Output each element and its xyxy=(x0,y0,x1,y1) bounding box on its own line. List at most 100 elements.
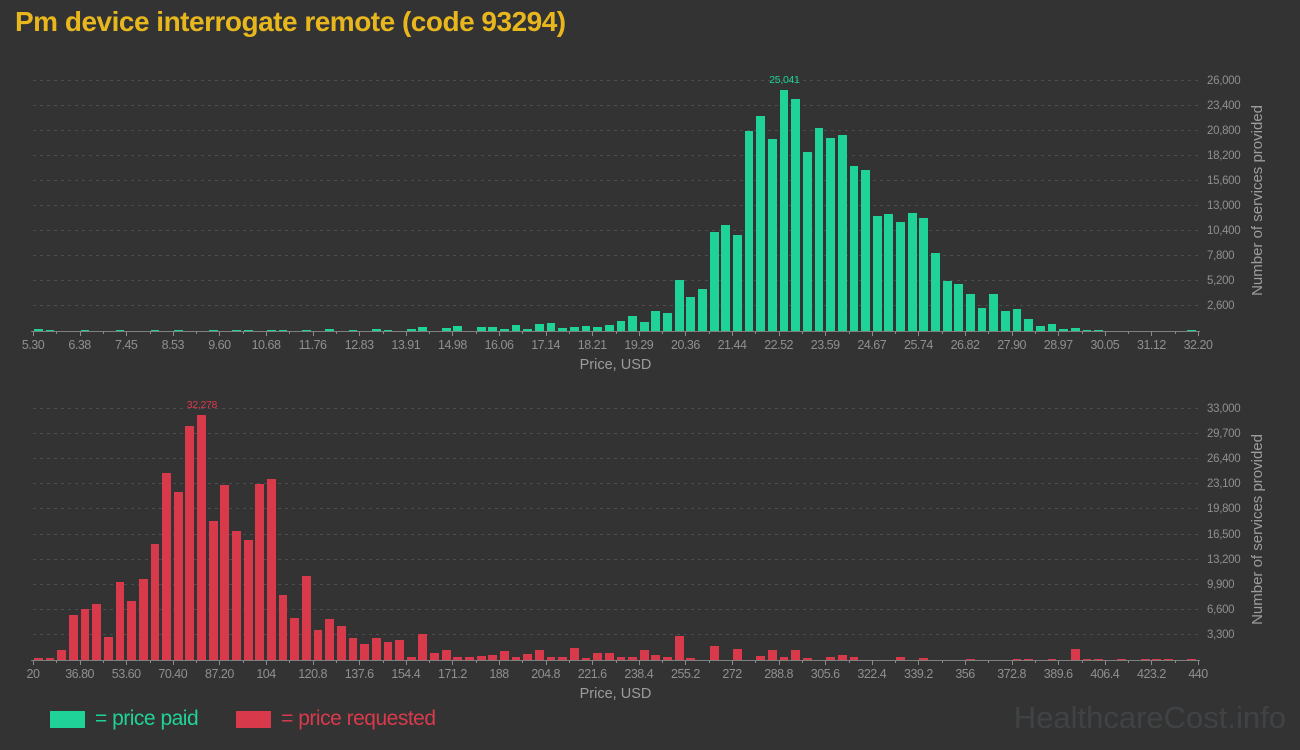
histogram-bar[interactable] xyxy=(301,575,311,660)
histogram-bar[interactable] xyxy=(523,328,533,331)
histogram-bar[interactable] xyxy=(534,324,544,331)
histogram-bar[interactable] xyxy=(243,329,253,331)
histogram-bar[interactable] xyxy=(1035,325,1045,331)
histogram-bar[interactable] xyxy=(791,650,801,660)
histogram-bar[interactable] xyxy=(1187,658,1197,660)
histogram-bar[interactable] xyxy=(103,637,113,660)
histogram-bar[interactable] xyxy=(80,609,90,660)
histogram-bar[interactable] xyxy=(406,329,416,331)
histogram-bar[interactable] xyxy=(278,594,288,660)
histogram-bar[interactable] xyxy=(767,650,777,660)
histogram-bar[interactable] xyxy=(92,603,102,660)
histogram-bar[interactable] xyxy=(453,657,463,660)
histogram-bar[interactable] xyxy=(395,640,404,660)
histogram-bar[interactable] xyxy=(371,637,381,660)
histogram-bar[interactable] xyxy=(651,311,661,331)
histogram-bar[interactable] xyxy=(837,655,847,660)
histogram-bar[interactable] xyxy=(1187,329,1197,331)
histogram-bar[interactable] xyxy=(1047,658,1057,660)
histogram-bar[interactable] xyxy=(593,653,603,660)
histogram-bar[interactable] xyxy=(931,253,940,331)
histogram-bar[interactable] xyxy=(826,137,836,331)
histogram-bar[interactable] xyxy=(290,618,300,660)
histogram-bar[interactable] xyxy=(383,641,393,660)
histogram-bar[interactable] xyxy=(733,649,742,660)
histogram-bar[interactable] xyxy=(837,134,847,331)
histogram-bar[interactable] xyxy=(138,579,148,660)
histogram-bar[interactable] xyxy=(371,329,381,331)
histogram-bar[interactable] xyxy=(698,288,707,331)
histogram-bar[interactable] xyxy=(1012,308,1022,331)
histogram-bar[interactable] xyxy=(966,293,975,331)
histogram-bar[interactable] xyxy=(756,115,766,331)
histogram-bar[interactable] xyxy=(686,296,696,331)
histogram-bar[interactable] xyxy=(360,643,370,660)
histogram-bar[interactable] xyxy=(546,322,556,331)
histogram-bar[interactable] xyxy=(1082,658,1092,660)
histogram-bar[interactable] xyxy=(313,630,323,660)
histogram-bar[interactable] xyxy=(1000,310,1010,331)
histogram-bar[interactable] xyxy=(500,329,509,331)
histogram-bar[interactable] xyxy=(476,656,486,660)
histogram-bar[interactable] xyxy=(604,653,614,660)
histogram-bar[interactable] xyxy=(977,307,987,331)
histogram-bar[interactable] xyxy=(593,327,603,331)
histogram-bar[interactable] xyxy=(220,484,230,660)
histogram-bar[interactable] xyxy=(1094,329,1103,331)
histogram-bar[interactable] xyxy=(628,657,637,660)
histogram-bar[interactable] xyxy=(581,326,591,331)
histogram-bar[interactable] xyxy=(383,329,393,331)
histogram-bar[interactable] xyxy=(861,170,870,331)
histogram-bar[interactable] xyxy=(80,329,90,331)
histogram-bar[interactable] xyxy=(34,658,43,660)
histogram-bar[interactable] xyxy=(1024,319,1034,331)
histogram-bar[interactable] xyxy=(779,657,789,660)
histogram-bar[interactable] xyxy=(896,222,905,331)
histogram-bar[interactable] xyxy=(558,327,568,331)
histogram-bar[interactable] xyxy=(674,280,684,331)
histogram-bar[interactable] xyxy=(1047,323,1057,331)
histogram-bar[interactable] xyxy=(465,657,474,660)
histogram-bar[interactable] xyxy=(849,657,859,660)
histogram-bar[interactable] xyxy=(1070,328,1080,331)
histogram-bar[interactable] xyxy=(663,656,672,660)
histogram-bar[interactable] xyxy=(232,530,241,660)
histogram-bar[interactable] xyxy=(569,326,579,331)
histogram-bar[interactable] xyxy=(1152,658,1162,660)
histogram-bar[interactable] xyxy=(954,283,964,331)
histogram-bar[interactable] xyxy=(301,329,311,331)
histogram-bar[interactable] xyxy=(942,281,952,331)
histogram-bar[interactable] xyxy=(733,234,742,331)
histogram-bar[interactable] xyxy=(581,658,591,660)
histogram-bar[interactable] xyxy=(651,655,661,660)
histogram-bar[interactable] xyxy=(919,217,929,331)
histogram-bar[interactable] xyxy=(628,316,637,331)
histogram-bar[interactable] xyxy=(1059,328,1069,331)
histogram-bar[interactable] xyxy=(1140,658,1150,660)
histogram-bar[interactable] xyxy=(68,615,78,660)
histogram-bar[interactable] xyxy=(406,656,416,660)
histogram-bar[interactable] xyxy=(884,213,894,331)
histogram-bar[interactable] xyxy=(756,656,766,660)
histogram-bar[interactable] xyxy=(523,654,533,660)
histogram-bar[interactable] xyxy=(1082,329,1092,331)
histogram-bar[interactable] xyxy=(45,658,55,660)
histogram-bar[interactable] xyxy=(569,648,579,660)
histogram-bar[interactable] xyxy=(1070,649,1080,660)
histogram-bar[interactable] xyxy=(150,329,160,331)
histogram-bar[interactable] xyxy=(500,650,509,660)
histogram-bar[interactable] xyxy=(966,658,975,660)
histogram-bar[interactable] xyxy=(45,329,55,331)
histogram-bar[interactable] xyxy=(1164,658,1173,660)
histogram-bar[interactable] xyxy=(173,329,183,331)
histogram-bar[interactable] xyxy=(814,128,824,331)
histogram-bar[interactable] xyxy=(418,326,428,331)
histogram-bar[interactable] xyxy=(441,650,451,660)
histogram-bar[interactable] xyxy=(639,650,649,660)
histogram-bar[interactable] xyxy=(267,478,276,660)
histogram-bar[interactable] xyxy=(243,540,253,660)
histogram-bar[interactable] xyxy=(115,581,125,660)
histogram-bar[interactable] xyxy=(896,657,905,660)
histogram-bar[interactable] xyxy=(488,326,498,331)
histogram-bar[interactable] xyxy=(802,152,812,331)
